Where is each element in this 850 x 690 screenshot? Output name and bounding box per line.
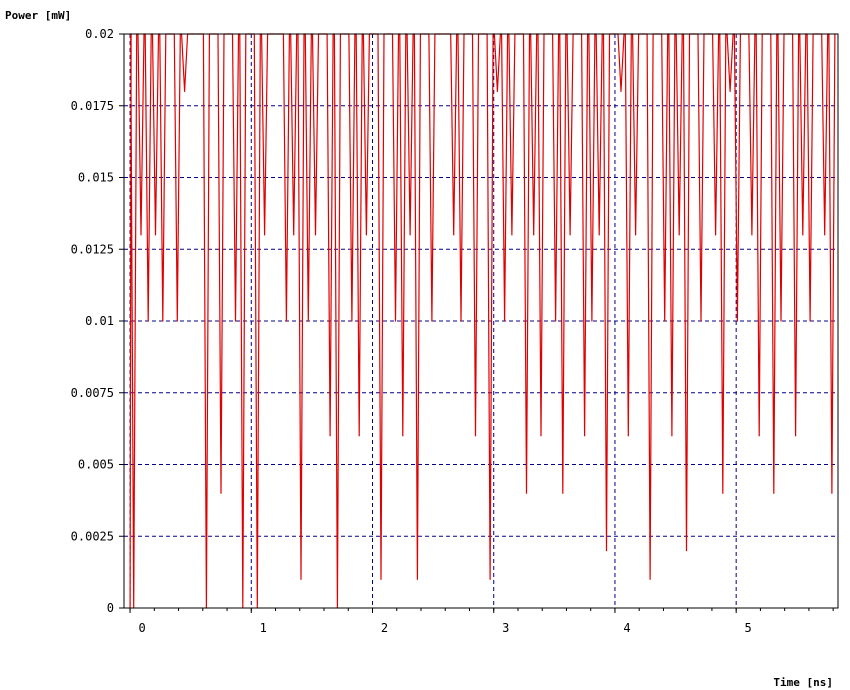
- data-point: [300, 578, 302, 580]
- data-point: [685, 550, 688, 552]
- data-point: [314, 234, 317, 236]
- data-point: [176, 320, 178, 322]
- data-point: [365, 234, 367, 236]
- data-point: [162, 320, 164, 322]
- x-tick-label: 4: [623, 621, 630, 635]
- data-point: [831, 492, 833, 494]
- data-point: [453, 234, 455, 236]
- y-tick-label: 0: [107, 601, 114, 615]
- data-point: [504, 320, 506, 322]
- y-tick-label: 0.0125: [71, 242, 114, 256]
- data-point: [773, 492, 775, 494]
- data-point: [635, 234, 637, 236]
- data-point: [525, 492, 528, 494]
- data-point: [380, 578, 382, 580]
- data-point: [627, 435, 629, 437]
- data-point: [795, 435, 797, 437]
- y-axis-title: Power [mW]: [5, 9, 71, 22]
- y-tick-label: 0.01: [85, 314, 114, 328]
- data-point: [147, 320, 149, 322]
- data-point: [736, 320, 739, 322]
- data-point: [460, 320, 462, 322]
- x-tick-label: 3: [502, 621, 509, 635]
- x-tick-label: 2: [381, 621, 388, 635]
- data-point: [555, 320, 557, 322]
- data-point: [416, 578, 418, 580]
- tick-marks: [119, 33, 834, 613]
- y-tick-label: 0.0175: [71, 99, 114, 113]
- data-point: [220, 492, 222, 494]
- data-point: [409, 234, 411, 236]
- data-point: [722, 492, 724, 494]
- data-point: [562, 492, 564, 494]
- data-point: [394, 320, 397, 322]
- data-point: [351, 320, 353, 322]
- data-point: [751, 234, 753, 236]
- data-point: [591, 320, 593, 322]
- data-point: [511, 234, 513, 236]
- x-tick-label: 5: [745, 621, 752, 635]
- data-point: [780, 320, 782, 322]
- data-point: [664, 320, 666, 322]
- data-point: [809, 320, 811, 322]
- data-point: [293, 234, 295, 236]
- data-point: [329, 435, 331, 437]
- data-point: [649, 578, 651, 580]
- data-point: [605, 550, 608, 552]
- y-tick-label: 0.005: [78, 458, 114, 472]
- data-point: [620, 90, 622, 92]
- data-point: [285, 320, 287, 322]
- data-point: [824, 234, 826, 236]
- data-point: [729, 90, 731, 92]
- y-tick-label: 0.015: [78, 171, 114, 185]
- x-tick-label: 1: [260, 621, 267, 635]
- data-point: [671, 435, 673, 437]
- data-point: [540, 435, 542, 437]
- data-point: [474, 435, 477, 437]
- data-point: [533, 234, 535, 236]
- tick-labels: 0 0.0025 0.005 0.0075 0.01 0.0125 0.015 0.0175 0…: [71, 27, 752, 635]
- data-point: [598, 234, 600, 236]
- data-point: [584, 435, 586, 437]
- data-point: [700, 320, 702, 322]
- y-tick-label: 0.0075: [71, 386, 114, 400]
- data-point: [489, 578, 491, 580]
- data-point: [264, 234, 266, 236]
- x-tick-label: 0: [138, 621, 145, 635]
- y-tick-label: 0.02: [85, 27, 114, 41]
- y-tick-label: 0.0025: [71, 529, 114, 543]
- data-point: [234, 320, 237, 322]
- data-point: [678, 234, 680, 236]
- data-point: [307, 320, 309, 322]
- data-point: [184, 90, 186, 92]
- data-point: [402, 435, 404, 437]
- data-point: [802, 234, 804, 236]
- data-point: [154, 234, 157, 236]
- data-point: [431, 320, 433, 322]
- data-point: [715, 234, 717, 236]
- data-point: [569, 234, 571, 236]
- data-point: [358, 435, 360, 437]
- x-axis-title: Time [ns]: [773, 676, 833, 689]
- data-point: [496, 90, 498, 92]
- data-point: [140, 234, 142, 236]
- data-point: [758, 435, 760, 437]
